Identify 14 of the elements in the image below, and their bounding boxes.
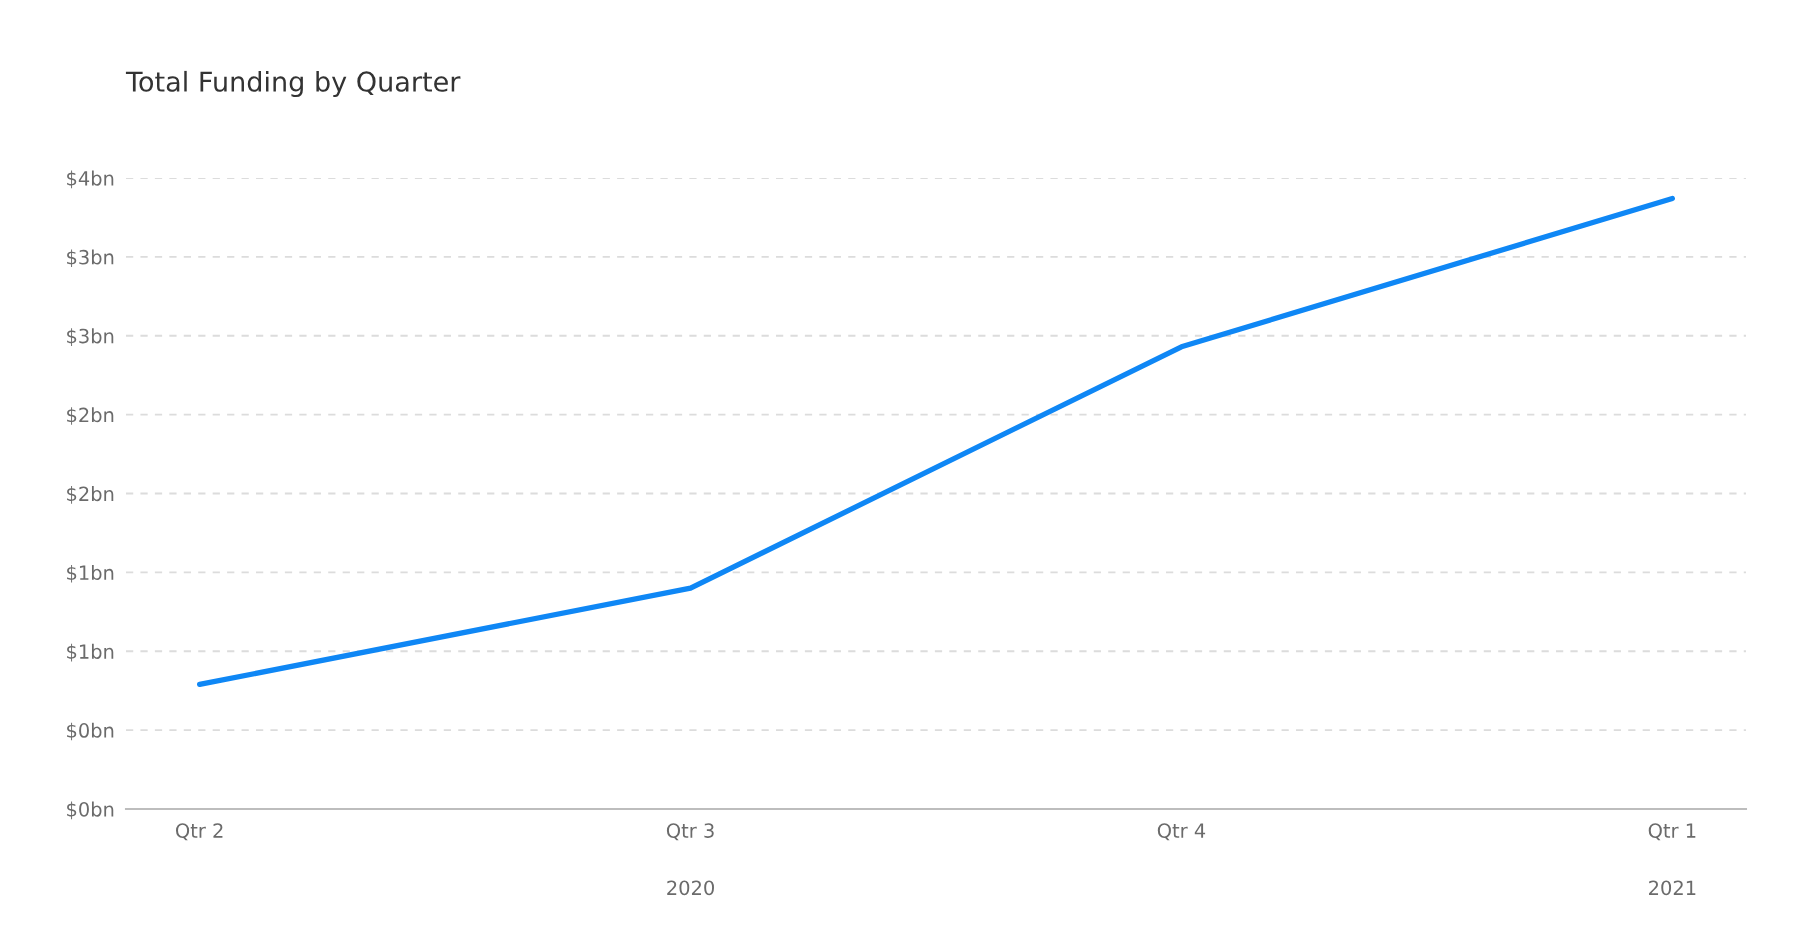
y-tick-label: $2bn (67, 486, 114, 504)
x-tick-label: Qtr 2 (175, 823, 223, 841)
x-tick-label: Qtr 4 (1157, 823, 1206, 841)
y-tick-label: $0bn (67, 722, 114, 741)
category-label: Qtr 1 2021 (1648, 823, 1696, 896)
y-tick-label: $2bn (67, 407, 114, 425)
y-tick-label: $1bn (67, 564, 114, 583)
y-tick-label: $3bn (67, 328, 114, 346)
y-tick-label: $0bn (67, 801, 114, 820)
y-tick-label: $4bn (67, 170, 114, 189)
y-tick-label: $1bn (67, 643, 114, 662)
category-label: Qtr 3 2020 (666, 823, 714, 896)
y-tick-label: $3bn (67, 249, 114, 268)
chart-title: Total Funding by Quarter (125, 70, 461, 98)
